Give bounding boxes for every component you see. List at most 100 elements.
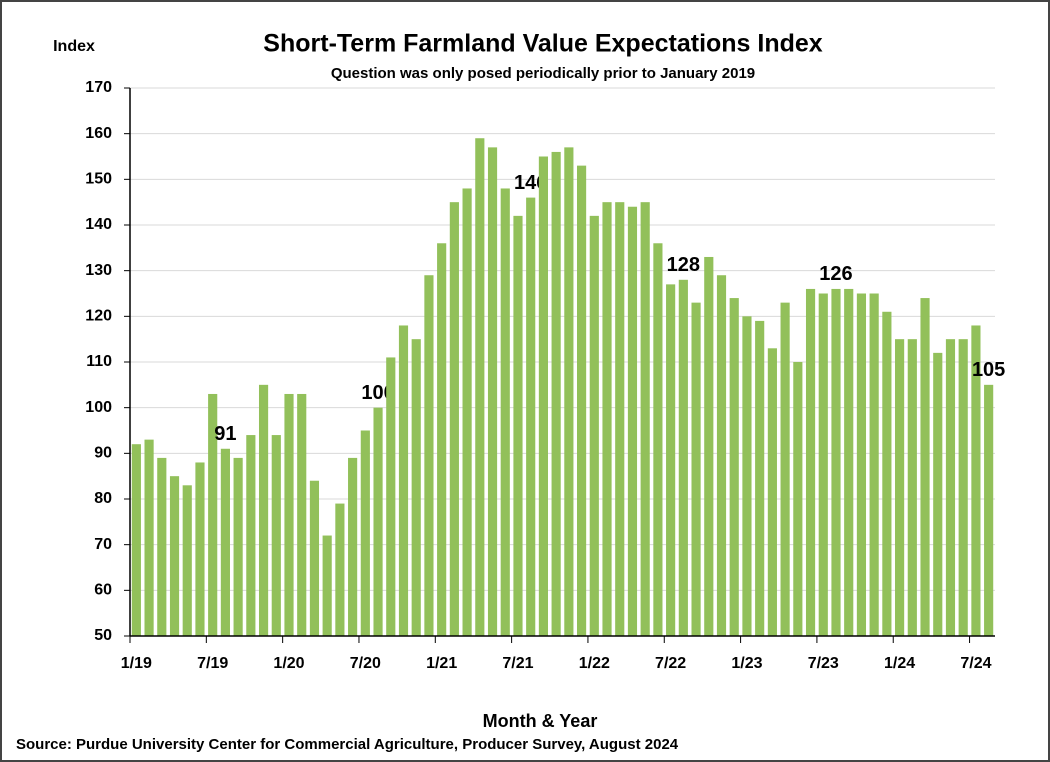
bar [729,298,739,636]
bar [271,435,281,636]
x-tick-label: 7/22 [655,655,686,672]
bar [449,202,459,636]
bar [627,206,638,636]
bar [462,188,472,636]
source-note: Source: Purdue University Center for Com… [16,736,679,753]
bar [182,485,192,636]
bar [564,147,574,636]
y-tick-label: 120 [85,308,112,325]
bar [945,339,956,636]
bar [666,284,676,636]
bar [984,384,994,636]
x-tick-label: 7/20 [350,655,381,672]
y-tick-label: 140 [85,216,112,233]
bar [844,288,854,636]
y-tick-label: 100 [85,399,112,416]
bar [805,288,816,636]
bar [398,325,409,636]
bar [475,138,485,636]
bar [793,362,803,636]
x-tick-label: 1/20 [273,655,304,672]
bar [678,279,688,636]
y-tick-label: 130 [85,262,112,279]
x-tick-label: 7/19 [197,655,228,672]
bar [742,316,752,636]
y-tick-label: 110 [86,353,112,370]
y-axis-label: Index [53,38,95,55]
x-tick-label: 1/19 [121,655,152,672]
y-tick-label: 60 [94,582,112,599]
value-label: 128 [667,254,700,276]
x-axis-label: Month & Year [483,711,598,731]
value-label: 126 [819,263,852,285]
bar [487,147,498,636]
bar [907,339,917,636]
x-tick-label: 7/21 [502,655,533,672]
bar [373,407,383,636]
bar [933,352,943,636]
y-tick-label: 170 [85,79,112,96]
bar [615,202,625,636]
bar [551,151,561,636]
bar [386,357,396,636]
bar [577,165,587,636]
bar [131,444,141,636]
bar [335,503,345,636]
bar [856,293,867,636]
bar [831,288,841,636]
bar [284,393,294,636]
bar [971,325,981,636]
bar [309,480,320,636]
x-tick-label: 1/23 [731,655,762,672]
bar [157,457,167,636]
bar [882,311,892,636]
bar [195,462,205,636]
bar [767,348,777,636]
bar [348,457,358,636]
bar [640,202,650,636]
bar [246,435,256,636]
bar [208,393,218,636]
y-tick-label: 50 [94,627,112,644]
bar [958,339,968,636]
y-tick-label: 150 [85,171,112,188]
bar [411,339,421,636]
value-label: 91 [214,423,236,445]
bar [360,430,370,636]
x-tick-label: 1/22 [579,655,610,672]
bar [424,275,434,636]
bar [691,302,701,636]
bar [526,197,536,636]
chart-title: Short-Term Farmland Value Expectations I… [263,30,822,58]
bar [704,256,714,636]
x-tick-label: 7/23 [808,655,839,672]
bar [818,293,828,636]
bar [538,156,548,636]
value-label: 105 [972,359,1005,381]
bar [755,320,765,636]
y-tick-label: 160 [85,125,112,142]
bar [144,439,154,636]
x-tick-label: 1/21 [426,655,457,672]
bar [297,393,307,636]
bar [920,298,930,636]
bar [258,384,269,636]
bar [869,293,879,636]
y-tick-label: 80 [94,490,112,507]
y-tick-label: 90 [94,445,112,462]
bar [716,275,727,636]
bar [780,302,790,636]
bar [437,243,447,636]
bar [653,243,663,636]
chart-subtitle: Question was only posed periodically pri… [331,65,755,82]
x-tick-label: 7/24 [960,655,991,672]
bar [322,535,332,636]
y-tick-label: 70 [94,536,112,553]
bar [169,476,180,636]
bar [500,188,510,636]
bar [895,339,905,636]
bar [602,202,612,636]
bar [513,215,523,636]
